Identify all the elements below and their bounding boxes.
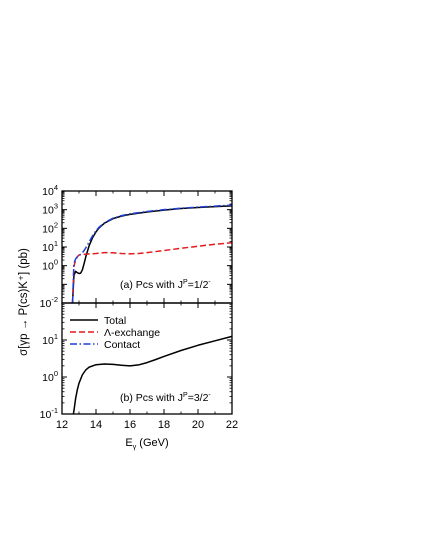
x-tick-label: 12	[56, 419, 68, 431]
x-tick-label: 20	[192, 419, 204, 431]
legend-label: Total	[104, 315, 126, 327]
panel-b-y-ticks: 10-1 100 101	[40, 302, 232, 421]
panel-a-y-tick-label: 103	[42, 202, 58, 217]
legend-label: Λ-exchange	[104, 327, 160, 339]
panel-a-y-tick-label: 10-2	[40, 295, 58, 310]
panel-b: 10-1 100 101 12 14 16 18 20 22 (b) Pcs with JP=…	[40, 302, 238, 431]
panel-b-series-0	[72, 335, 233, 415]
y-axis-label: σ[γp → P(cs)K⁺] (pb)	[18, 248, 30, 356]
panel-a-y-tick-label: 101	[42, 239, 58, 254]
panel-a-series	[71, 204, 233, 304]
panel-a: 10-2 100 101 102 103 104 (a) Pcs with JP=1/2-	[40, 183, 233, 310]
panel-a-y-ticks: 10-2 100 101 102 103 104	[40, 183, 232, 310]
panel-a-y-tick-label: 104	[42, 183, 58, 198]
legend-label: Contact	[104, 339, 140, 351]
x-tick-label: 16	[124, 419, 136, 431]
panel-b-x-ticks: 12 14 16 18 20 22	[56, 303, 238, 431]
panel-a-annotation: (a) Pcs with JP=1/2-	[120, 279, 211, 291]
panel-b-annotation: (b) Pcs with JP=3/2-	[120, 392, 211, 404]
panel-a-series-1	[71, 241, 233, 304]
x-tick-label: 18	[158, 419, 170, 431]
panel-b-series	[72, 335, 233, 415]
x-tick-label: 14	[90, 419, 102, 431]
panel-a-y-tick-label: 102	[42, 220, 58, 235]
panel-a-y-tick-label: 100	[42, 258, 58, 273]
panel-b-y-tick-label: 101	[42, 332, 58, 347]
panel-a-series-0	[71, 205, 233, 304]
x-tick-label: 22	[226, 419, 238, 431]
panel-b-y-tick-label: 100	[42, 369, 58, 384]
x-axis-label: Eγ (GeV)	[125, 437, 168, 451]
panel-b-y-tick-label: 10-1	[40, 406, 58, 421]
